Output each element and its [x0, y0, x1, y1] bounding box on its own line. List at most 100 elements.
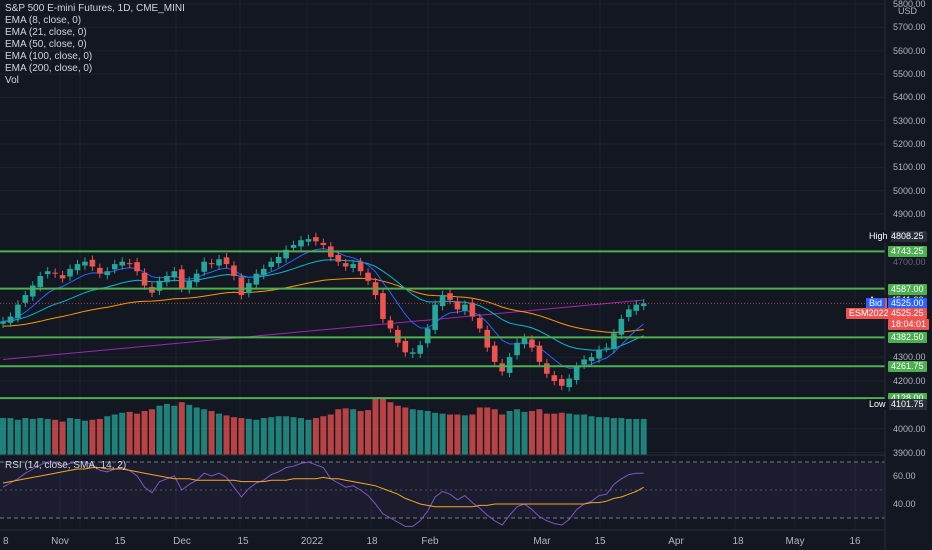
candle-body — [514, 342, 520, 356]
volume-bar — [290, 417, 297, 455]
candle-body — [22, 295, 29, 303]
ema-21-line — [2, 259, 644, 351]
candle-body — [469, 302, 476, 317]
price-tick-label: 5600.00 — [893, 45, 926, 56]
rsi-pane — [0, 461, 885, 527]
candles — [0, 232, 885, 392]
candle-body — [462, 304, 468, 311]
volume-bar — [491, 409, 498, 455]
volume-bar — [253, 419, 260, 455]
candle-body — [417, 345, 423, 354]
volume-bar — [0, 418, 6, 455]
candle-body — [633, 304, 640, 311]
volume-bar — [454, 414, 461, 455]
price-tick-label: 4000.00 — [893, 423, 926, 434]
candle-body — [581, 359, 587, 365]
candle-body — [432, 304, 438, 330]
indicator-ema-8[interactable]: EMA (8, close, 0) — [5, 15, 82, 26]
volume-bar — [603, 417, 610, 455]
candle-body — [104, 271, 111, 276]
candle-body — [216, 259, 222, 266]
candle-body — [335, 255, 342, 262]
candle-body — [238, 277, 245, 296]
candle-body — [365, 272, 371, 281]
candle-body — [67, 268, 73, 277]
candle-body — [454, 301, 461, 310]
candle-body — [37, 276, 44, 287]
candle-body — [544, 363, 550, 374]
candle-body — [0, 321, 6, 324]
candle-body — [290, 245, 297, 248]
candle-body — [179, 269, 185, 288]
volume-bar — [305, 419, 312, 455]
time-tick-label: Nov — [51, 536, 69, 547]
candle-body — [380, 293, 386, 319]
level-value: 4587.00 — [888, 283, 927, 295]
candle-body — [283, 249, 289, 259]
candle-body — [424, 328, 431, 344]
rsi-line — [2, 461, 644, 527]
level-name-bid: Bid — [866, 298, 886, 310]
volume-bar — [514, 409, 521, 455]
candle-body — [596, 349, 602, 359]
rsi-legend[interactable]: RSI (14, close, SMA, 14, 2) — [5, 460, 127, 471]
volume-bar — [461, 415, 468, 455]
rsi-tick-label: 60.00 — [893, 471, 916, 481]
candle-body — [447, 293, 453, 300]
chart-legend[interactable]: S&P 500 E-mini Futures, 1D, CME_MINI EMA… — [5, 3, 185, 87]
volume-bar — [581, 414, 588, 455]
candle-body — [402, 340, 409, 353]
indicator-ema-50[interactable]: EMA (50, close, 0) — [5, 39, 87, 50]
volume-bar — [201, 409, 208, 455]
candle-body — [521, 338, 528, 345]
candle-body — [313, 237, 319, 242]
volume-bar — [588, 416, 595, 455]
candle-body — [551, 375, 558, 381]
price-tick-label: 5400.00 — [893, 92, 926, 103]
volume-bar — [298, 418, 304, 455]
candle-body — [499, 363, 505, 372]
indicator-ema-21[interactable]: EMA (21, close, 0) — [5, 27, 87, 38]
volume-bar — [193, 407, 200, 455]
candle-body — [357, 262, 364, 272]
candle-body — [320, 242, 327, 246]
candle-body — [231, 265, 237, 277]
candle-body — [387, 320, 394, 329]
time-tick-label: May — [785, 536, 805, 547]
candle-body — [193, 273, 200, 283]
indicator-volume[interactable]: Vol — [5, 75, 19, 86]
symbol-title[interactable]: S&P 500 E-mini Futures, 1D, CME_MINI — [5, 3, 185, 14]
volume-bar — [499, 414, 506, 455]
volume-bar — [186, 404, 193, 455]
candle-body — [588, 357, 595, 361]
volume-bar — [37, 418, 44, 455]
candle-body — [305, 239, 312, 242]
indicator-ema-200[interactable]: EMA (200, close, 0) — [5, 63, 93, 74]
candle-body — [171, 271, 178, 278]
candle-body — [7, 316, 14, 323]
volume-bar — [469, 414, 476, 455]
volume-bar — [7, 418, 14, 455]
volume-bar — [74, 418, 81, 455]
candle-body — [89, 259, 96, 267]
candle-body — [223, 257, 230, 265]
volume-bar — [141, 411, 148, 455]
volume-bar — [447, 414, 453, 455]
volume-bar — [260, 418, 267, 455]
volume-bar — [268, 417, 275, 455]
volume-bar — [216, 413, 223, 455]
volume-bar — [372, 398, 379, 455]
indicator-ema-100[interactable]: EMA (100, close, 0) — [5, 51, 93, 62]
candle-body — [409, 352, 416, 354]
volume-bar — [640, 418, 647, 455]
volume-bar — [365, 410, 372, 455]
candle-body — [298, 240, 304, 247]
volume-bar — [551, 413, 558, 455]
candle-body — [640, 303, 647, 307]
candle-body — [30, 285, 36, 297]
level-value: 4743.25 — [888, 246, 927, 258]
horizontal-levels[interactable] — [0, 250, 885, 400]
candle-body — [439, 295, 446, 307]
candle-body — [186, 280, 193, 290]
